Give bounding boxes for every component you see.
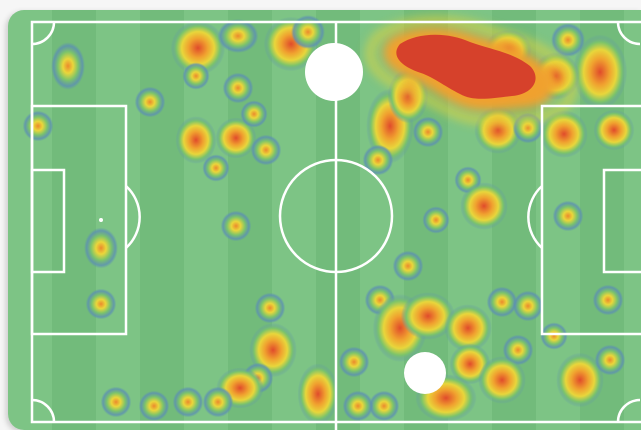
heat-spot [100, 386, 132, 418]
heat-spot [556, 352, 604, 408]
pitch-stripe [8, 10, 52, 430]
heat-spot [392, 250, 424, 282]
heat-spot [422, 206, 450, 234]
heat-spot [202, 386, 234, 418]
heat-spot [254, 292, 286, 324]
heat-spot [502, 334, 534, 366]
heatmap-layer [22, 15, 635, 425]
heat-spot [540, 322, 568, 350]
heat-spot [182, 62, 210, 90]
heat-spot [84, 227, 118, 269]
heat-spot [444, 304, 492, 352]
corner-arc-tr [616, 21, 641, 46]
heat-spot [202, 154, 230, 182]
right-penalty-box [540, 104, 641, 336]
heat-spot [400, 292, 456, 340]
heat-spot [362, 144, 394, 176]
pitch-stripe [624, 10, 641, 430]
left-penalty-arc [125, 185, 141, 249]
penalty-spot-left [99, 218, 103, 222]
heat-spot [338, 346, 370, 378]
centre-circle [278, 158, 394, 274]
heat-spot [170, 20, 226, 76]
heat-spot [512, 290, 544, 322]
player-marker-bottom [404, 352, 446, 394]
heat-spot [342, 390, 374, 422]
left-goal-box [30, 168, 66, 274]
right-penalty-arc [527, 185, 543, 249]
player-marker-top [305, 43, 363, 101]
heat-spot [592, 284, 624, 316]
pitch-stripe [96, 10, 140, 430]
heat-spot [552, 200, 584, 232]
corner-arc-bl [31, 398, 56, 423]
heat-spot [594, 344, 626, 376]
heat-spot [478, 356, 526, 404]
pitch-stripe [140, 10, 184, 430]
right-goal-box [602, 168, 641, 274]
heatmap-pitch [8, 10, 641, 430]
heat-spot [175, 116, 217, 164]
heat-spot [22, 110, 54, 142]
heat-spot [85, 288, 117, 320]
heat-spot [240, 100, 268, 128]
heat-spot [593, 109, 635, 151]
heat-spot [486, 286, 518, 318]
heat-spot [250, 134, 282, 166]
heat-zone-core [396, 34, 536, 99]
corner-arc-tl [31, 21, 56, 46]
heat-spot [297, 363, 339, 425]
heat-spot [220, 210, 252, 242]
corner-arc-br [616, 398, 641, 423]
heat-zone-edge [366, 16, 577, 125]
heat-spot [138, 390, 170, 422]
heat-spot [572, 34, 628, 110]
heat-spot [172, 386, 204, 418]
heat-spot [222, 72, 254, 104]
heat-spot [460, 182, 508, 230]
heat-spot [217, 19, 259, 53]
heat-spot [51, 42, 85, 90]
heat-spot [368, 390, 400, 422]
pitch-lines [30, 20, 641, 430]
heat-spot [134, 86, 166, 118]
pitch-card [8, 10, 641, 430]
heat-spot [412, 116, 444, 148]
heat-spot [540, 110, 588, 158]
heat-spot [215, 117, 257, 159]
heat-spot [551, 23, 585, 57]
heat-spot [291, 15, 325, 49]
